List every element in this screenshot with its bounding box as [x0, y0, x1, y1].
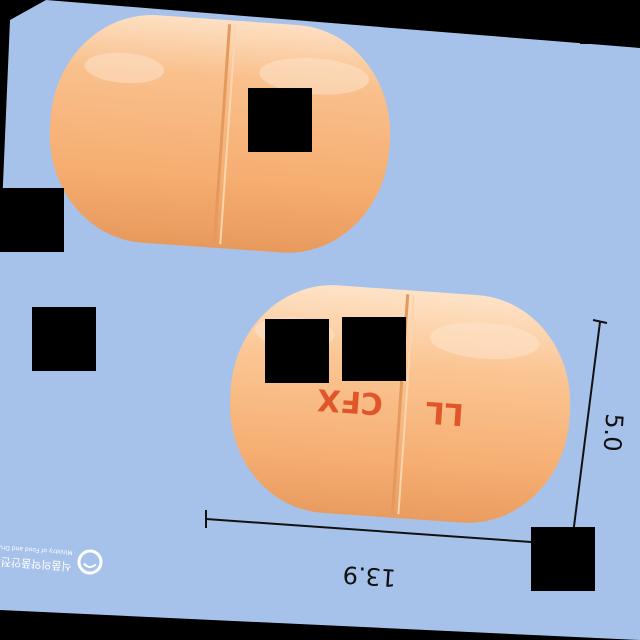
redaction-2 — [265, 319, 329, 383]
redaction-6 — [531, 527, 595, 591]
redaction-3 — [342, 317, 406, 381]
redaction-1 — [248, 88, 312, 152]
capsule-top — [49, 15, 391, 253]
imprint-cfx: CFX — [316, 381, 384, 420]
redaction-7 — [580, 0, 640, 44]
width-label: 5.0 — [598, 413, 629, 453]
length-label: 13.9 — [342, 560, 397, 592]
ministry-logo-icon — [77, 549, 103, 575]
capsule-bottom: CFX LL — [229, 285, 571, 523]
imprint-ll: LL — [424, 394, 465, 432]
watermark-korean: 식품의약품안전처 — [0, 554, 72, 574]
redaction-5 — [0, 188, 64, 252]
redaction-4 — [32, 307, 96, 371]
